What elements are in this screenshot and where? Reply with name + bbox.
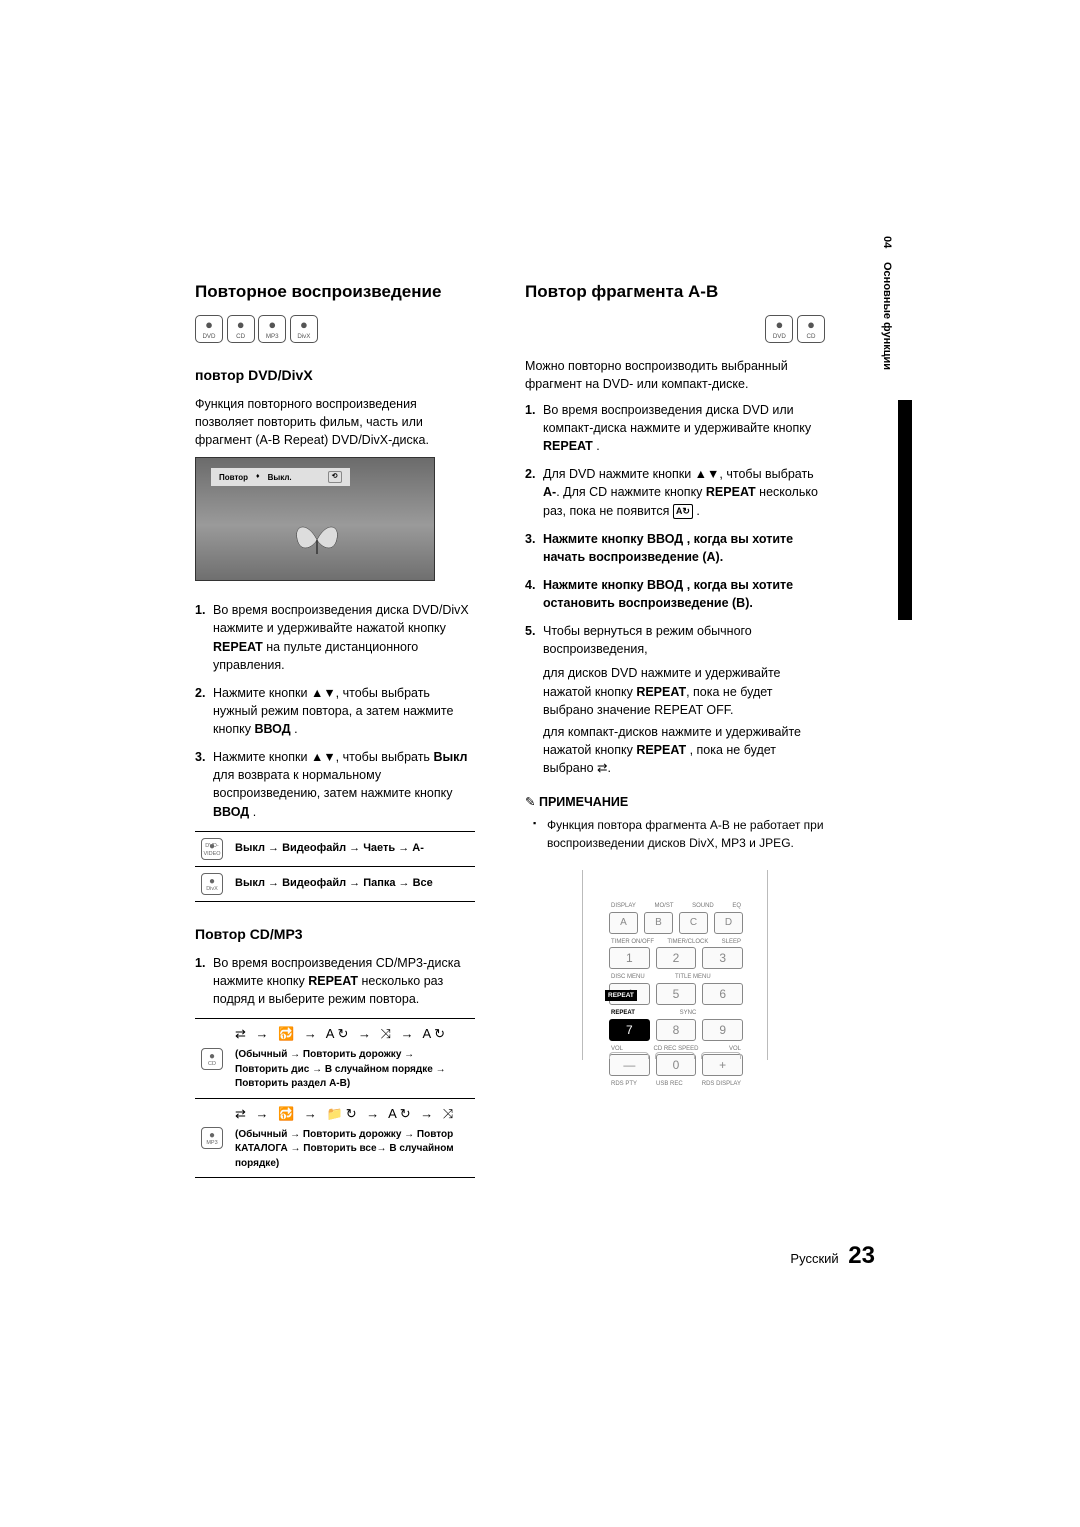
heading-ab-repeat: Повтор фрагмента A-B bbox=[525, 280, 825, 305]
note-list: Функция повтора фрагмента A-B не работае… bbox=[525, 817, 825, 852]
page-footer: Русский 23 bbox=[195, 1239, 875, 1274]
remote-illustration: DISPLAYMO/STSOUNDEQ A B C D TIMER ON/OFF… bbox=[582, 870, 768, 1060]
disc-icon-cd: CD bbox=[227, 315, 255, 343]
table-row: DivX Выкл → Видеофайл → Папка → Все bbox=[195, 866, 475, 901]
intro-dvd-divx: Функция повторного воспроизведения позво… bbox=[195, 395, 475, 449]
mini-disc-divx: DivX bbox=[201, 873, 223, 895]
remote-key-c: C bbox=[679, 912, 708, 934]
disc-icon-dvd: DVD bbox=[195, 315, 223, 343]
left-column: Повторное воспроизведение DVD CD MP3 Div… bbox=[195, 280, 475, 1178]
repeat-options-table-dvd: DVD-VIDEO Выкл → Видеофайл → Чаеть → A- … bbox=[195, 831, 475, 902]
step-r2: 2. Для DVD нажмите кнопки ▲▼, чтобы выбр… bbox=[525, 465, 825, 519]
table-row: DVD-VIDEO Выкл → Видеофайл → Чаеть → A- bbox=[195, 831, 475, 866]
heading-repeat-playback: Повторное воспроизведение bbox=[195, 280, 475, 305]
steps-cd-mp3: 1. Во время воспроизведения CD/MP3-диска… bbox=[195, 954, 475, 1008]
chapter-title: Основные функции bbox=[878, 262, 894, 370]
step-r1: 1. Во время воспроизведения диска DVD ил… bbox=[525, 401, 825, 455]
repeat-highlight-label: REPEAT bbox=[605, 990, 637, 1001]
repeat-options-table-cd: CD ⇄ → 🔂 → A↻ → ⤨ → A↻ (Обычный → Повтор… bbox=[195, 1018, 475, 1178]
aux-dvd: для дисков DVD нажмите и удерживайте наж… bbox=[525, 664, 825, 718]
step-r3: 3. Нажмите кнопку ВВОД , когда вы хотите… bbox=[525, 530, 825, 566]
symbol-sequence-mp3: ⇄ → 🔂 → 📁↻ → A↻ → ⤨ bbox=[235, 1105, 469, 1124]
right-column: Повтор фрагмента A-B DVD CD Можно повтор… bbox=[525, 280, 825, 1060]
footer-page: 23 bbox=[848, 1242, 875, 1269]
step-r4: 4. Нажмите кнопку ВВОД , когда вы хотите… bbox=[525, 576, 825, 612]
note-item: Функция повтора фрагмента A-B не работае… bbox=[537, 817, 825, 852]
disc-icon-divx: DivX bbox=[290, 315, 318, 343]
remote-key-3: 3 bbox=[702, 947, 743, 969]
aux-cd: для компакт-дисков нажмите и удерживайте… bbox=[525, 723, 825, 777]
remote-key-9: 9 bbox=[702, 1019, 743, 1041]
chapter-tab: 04 Основные функции bbox=[1060, 0, 1080, 700]
disc-icon-mp3: MP3 bbox=[258, 315, 286, 343]
mini-disc-cd: CD bbox=[201, 1048, 223, 1070]
thumb-tab bbox=[898, 400, 912, 620]
remote-key-8: 8 bbox=[656, 1019, 697, 1041]
step-3: 3. Нажмите кнопки ▲▼, чтобы выбрать Выкл… bbox=[195, 748, 475, 821]
table-row: MP3 ⇄ → 🔂 → 📁↻ → A↻ → ⤨ (Обычный → Повто… bbox=[195, 1098, 475, 1177]
subheading-cd-mp3: Повтор CD/MP3 bbox=[195, 924, 475, 944]
remote-key-2: 2 bbox=[656, 947, 697, 969]
remote-key-d: D bbox=[714, 912, 743, 934]
note-heading: ПРИМЕЧАНИЕ bbox=[525, 793, 825, 811]
remote-key-b: B bbox=[644, 912, 673, 934]
disc-icon-cd: CD bbox=[797, 315, 825, 343]
remote-key-1: 1 bbox=[609, 947, 650, 969]
footer-lang: Русский bbox=[790, 1251, 838, 1266]
step-1: 1. Во время воспроизведения диска DVD/Di… bbox=[195, 601, 475, 674]
step-2: 2. Нажмите кнопки ▲▼, чтобы выбрать нужн… bbox=[195, 684, 475, 738]
steps-dvd-divx: 1. Во время воспроизведения диска DVD/Di… bbox=[195, 601, 475, 820]
remote-bottom-edge bbox=[609, 1052, 741, 1062]
mini-disc-dvd: DVD-VIDEO bbox=[201, 838, 223, 860]
butterfly-icon bbox=[291, 520, 343, 560]
disc-icons-right: DVD CD bbox=[525, 315, 825, 343]
remote-key-6: 6 bbox=[702, 983, 743, 1005]
step-1b: 1. Во время воспроизведения CD/MP3-диска… bbox=[195, 954, 475, 1008]
subheading-dvd-divx: повтор DVD/DivX bbox=[195, 365, 475, 385]
steps-ab: 1. Во время воспроизведения диска DVD ил… bbox=[525, 401, 825, 659]
osd-screenshot: Повтор ♦ Выкл. ⟲ bbox=[195, 457, 435, 581]
step-r5: 5. Чтобы вернуться в режим обычного восп… bbox=[525, 622, 825, 658]
table-row: CD ⇄ → 🔂 → A↻ → ⤨ → A↻ (Обычный → Повтор… bbox=[195, 1019, 475, 1098]
osd-label: Повтор bbox=[219, 472, 248, 484]
disc-icons-left: DVD CD MP3 DivX bbox=[195, 315, 475, 343]
mini-disc-mp3: MP3 bbox=[201, 1127, 223, 1149]
chapter-number: 04 bbox=[878, 236, 894, 248]
remote-key-a: A bbox=[609, 912, 638, 934]
disc-icon-dvd: DVD bbox=[765, 315, 793, 343]
intro-ab: Можно повторно воспроизводить выбранный … bbox=[525, 357, 825, 393]
remote-key-7-repeat: 7 bbox=[609, 1019, 650, 1041]
remote-key-5: 5 bbox=[656, 983, 697, 1005]
symbol-sequence-cd: ⇄ → 🔂 → A↻ → ⤨ → A↻ bbox=[235, 1025, 469, 1044]
osd-value: Выкл. bbox=[268, 472, 292, 484]
